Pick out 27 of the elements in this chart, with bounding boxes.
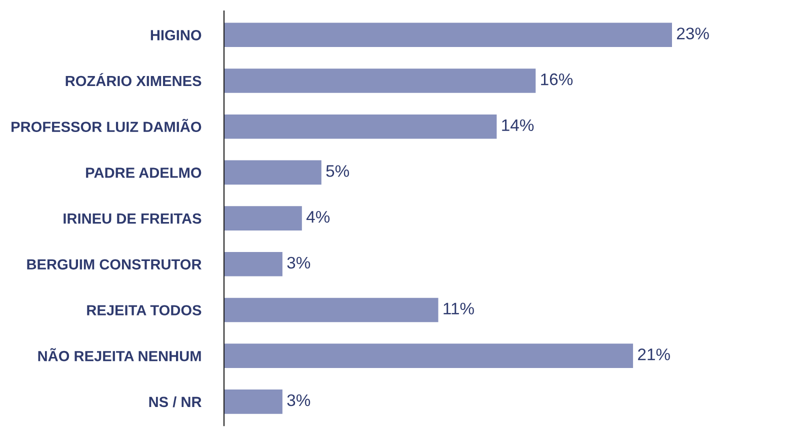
data-label: 16% <box>541 73 573 86</box>
data-label: 11% <box>444 302 474 314</box>
y-tick-label: ROZÁRIO XIMENES <box>66 73 202 86</box>
data-label: 5% <box>326 165 350 177</box>
data-label: 4% <box>306 211 330 223</box>
y-tick-label: NS / NR <box>149 396 202 408</box>
bar <box>224 206 302 230</box>
bar <box>224 68 536 93</box>
bar <box>224 390 282 414</box>
data-label: 23% <box>677 28 709 40</box>
y-tick-label: PADRE ADELMO <box>86 168 202 178</box>
bar <box>224 22 672 48</box>
y-tick-label: BERGUIM CONSTRUTOR <box>27 259 202 270</box>
data-label: 21% <box>638 348 670 360</box>
y-tick-label: REJEITA TODOS <box>87 305 202 316</box>
bar <box>224 298 438 322</box>
bar <box>224 252 282 276</box>
data-label: 3% <box>287 394 310 406</box>
bar <box>224 160 322 185</box>
data-label: 3% <box>287 256 310 269</box>
y-tick-label: NÃO REJEITA NENHUM <box>38 348 201 362</box>
y-tick-label: PROFESSOR LUIZ DAMIÃO <box>12 118 202 132</box>
bar <box>224 114 497 139</box>
bar <box>224 344 634 368</box>
y-tick-label: HIGINO <box>150 30 202 40</box>
data-label: 14% <box>502 119 534 132</box>
y-tick-label: IRINEU DE FREITAS <box>64 213 202 224</box>
